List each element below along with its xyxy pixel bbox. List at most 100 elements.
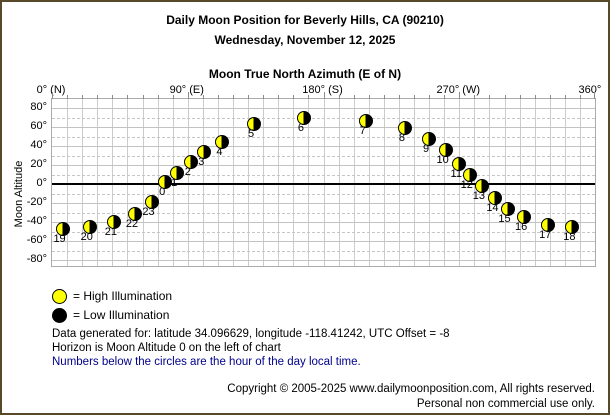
azimuth-gridline <box>323 99 325 266</box>
azimuth-gridline <box>489 99 491 266</box>
azimuth-gridline <box>278 99 280 266</box>
azimuth-gridline <box>67 99 69 266</box>
azimuth-tick <box>97 95 99 99</box>
azimuth-tick <box>248 95 250 99</box>
footer-hours-note: Numbers below the circles are the hour o… <box>52 356 361 368</box>
altitude-gridline <box>52 222 595 223</box>
azimuth-gridline <box>429 99 431 266</box>
azimuth-tick <box>202 95 204 99</box>
azimuth-gridline <box>97 99 99 266</box>
copyright-usage-line: Personal non commercial use only. <box>416 398 595 410</box>
hour-label: 5 <box>248 128 255 141</box>
azimuth-gridline <box>308 99 310 266</box>
azimuth-gridline <box>142 99 144 266</box>
azimuth-tick <box>308 95 310 99</box>
azimuth-gridline <box>534 99 536 266</box>
x-axis-tick-label: 90° (E) <box>169 84 204 96</box>
azimuth-tick <box>142 95 144 99</box>
moon-marker-hour-2 <box>183 155 198 170</box>
hour-label: 20 <box>80 230 93 243</box>
hour-label: 21 <box>104 226 117 238</box>
azimuth-tick <box>323 92 325 99</box>
plot-area: 0 1 2 3 4 5 6 7 8 9 10 11 12 13 14 15 16 17 18 19 20 21 22 23 <box>51 92 596 267</box>
azimuth-tick <box>127 95 129 99</box>
y-axis-tick-label: 0° <box>36 177 47 189</box>
moon-marker-hour-21 <box>106 215 121 229</box>
hour-label: 19 <box>53 232 66 245</box>
y-axis-tick-label: 40° <box>30 139 47 151</box>
altitude-gridline <box>52 136 595 138</box>
azimuth-tick <box>187 92 189 99</box>
y-axis-tick-label: 60° <box>30 120 47 132</box>
azimuth-tick <box>368 95 370 99</box>
moon-marker-hour-13 <box>474 178 489 193</box>
azimuth-gridline <box>157 99 159 266</box>
azimuth-gridline <box>383 99 385 266</box>
y-axis-tick-label: 80° <box>30 101 47 113</box>
hour-label: 23 <box>142 206 155 219</box>
moon-marker-hour-0 <box>158 175 173 190</box>
moon-marker-hour-1 <box>170 165 185 180</box>
azimuth-tick <box>278 95 280 99</box>
hour-label: 12 <box>460 178 473 191</box>
high-illumination-swatch-icon <box>52 289 67 304</box>
altitude-gridline <box>52 241 595 242</box>
azimuth-gridline <box>217 99 219 266</box>
altitude-gridline <box>52 231 595 233</box>
azimuth-tick <box>549 95 551 99</box>
moon-marker-hour-6 <box>296 111 311 126</box>
hour-label: 2 <box>184 166 191 179</box>
altitude-gridline <box>52 212 595 214</box>
azimuth-tick <box>383 95 385 99</box>
azimuth-tick <box>217 95 219 99</box>
moon-marker-hour-16 <box>517 210 532 225</box>
azimuth-tick <box>414 95 415 99</box>
moon-marker-hour-10 <box>438 142 453 157</box>
azimuth-gridline <box>187 99 189 266</box>
hour-label: 18 <box>563 230 576 243</box>
hour-label: 17 <box>539 228 552 241</box>
azimuth-gridline <box>549 99 551 266</box>
legend-low-label: = Low Illumination <box>73 308 170 322</box>
y-axis-tick-label: 20° <box>30 158 47 170</box>
azimuth-tick <box>579 95 581 99</box>
moon-marker-hour-20 <box>82 219 97 234</box>
altitude-gridline <box>52 117 595 119</box>
azimuth-gridline <box>248 99 250 266</box>
x-axis-tick-label: 360° <box>578 84 602 96</box>
date-subtitle: Wednesday, November 12, 2025 <box>214 33 396 47</box>
hour-label: 0 <box>159 186 166 199</box>
x-axis-tick-label: 270° (W) <box>436 84 481 96</box>
hour-label: 8 <box>398 131 405 144</box>
hour-label: 10 <box>436 153 449 166</box>
zero-altitude-line <box>52 183 595 185</box>
azimuth-tick <box>474 95 476 99</box>
hour-label: 3 <box>198 155 205 168</box>
moon-marker-hour-18 <box>565 219 580 234</box>
moon-marker-hour-8 <box>397 120 412 135</box>
hour-label: 4 <box>216 146 223 159</box>
azimuth-gridline <box>112 99 114 266</box>
altitude-gridline <box>52 165 595 166</box>
azimuth-tick <box>67 95 69 99</box>
hour-label: 6 <box>297 122 304 135</box>
azimuth-tick <box>489 95 491 99</box>
azimuth-tick <box>519 95 521 99</box>
azimuth-gridline <box>82 99 84 266</box>
hour-label: 15 <box>498 212 511 225</box>
azimuth-tick <box>398 95 400 99</box>
moon-marker-hour-7 <box>358 114 373 129</box>
x-axis-tick-label: 180° (S) <box>302 84 343 96</box>
moon-marker-hour-23 <box>144 195 159 210</box>
azimuth-gridline <box>564 99 566 266</box>
azimuth-tick <box>564 95 566 99</box>
hour-label: 16 <box>514 221 528 234</box>
azimuth-gridline <box>293 99 295 266</box>
azimuth-gridline <box>459 99 461 266</box>
y-axis-tick-label: -40° <box>26 215 47 227</box>
altitude-gridline <box>52 260 595 261</box>
altitude-gridline <box>52 108 595 109</box>
moon-marker-hour-5 <box>247 117 262 132</box>
hour-label: 1 <box>171 176 178 189</box>
